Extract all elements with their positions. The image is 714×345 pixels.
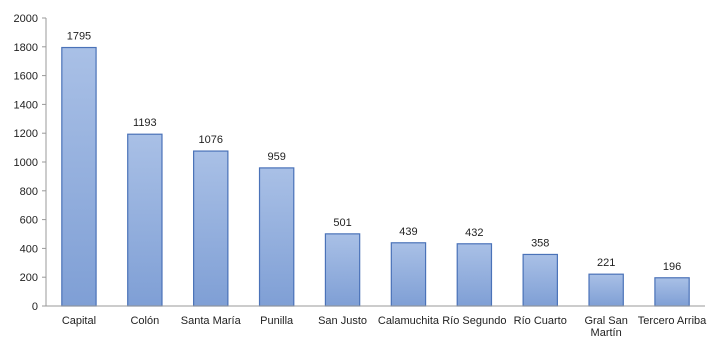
x-tick-label: Gral San Martín: [584, 315, 627, 339]
data-label: 1795: [67, 31, 91, 43]
data-label: 501: [333, 217, 351, 229]
x-tick-label: Capital: [62, 315, 96, 327]
y-tick-label: 600: [20, 215, 38, 227]
x-tick-label: Punilla: [260, 315, 294, 327]
data-label: 1076: [199, 134, 223, 146]
bars: 1795 1193 1076 959 501 439 432 358 221 196: [61, 31, 690, 307]
x-tick-label: Santa María: [181, 315, 242, 327]
data-label: 439: [399, 226, 417, 238]
x-axis: Capital Colón Santa María Punilla San Justo C…: [46, 305, 707, 339]
y-axis: 0 200 400 600 800 1000 1200 1400 1600 1800 2000: [14, 13, 47, 313]
bar: [588, 273, 624, 307]
x-tick-label: Río Segundo: [442, 315, 506, 327]
data-label: 432: [465, 227, 483, 239]
y-tick-label: 1800: [14, 42, 38, 54]
data-label: 1193: [133, 117, 157, 129]
y-tick-label: 1200: [14, 128, 38, 140]
data-label: 358: [531, 237, 549, 249]
data-label: 221: [597, 257, 615, 269]
bar: [654, 277, 690, 307]
data-label: 196: [663, 261, 681, 273]
x-tick-label: Tercero Arriba: [638, 315, 707, 327]
bar: [193, 150, 229, 307]
y-tick-label: 800: [20, 186, 38, 198]
x-tick-label: Calamuchita: [378, 315, 440, 327]
y-tick-label: 1000: [14, 157, 38, 169]
x-tick-label: Colón: [130, 315, 159, 327]
bar: [324, 233, 361, 307]
bar: [61, 46, 97, 307]
y-tick-label: 200: [20, 272, 38, 284]
data-label: 959: [267, 151, 285, 163]
bar: [127, 133, 163, 307]
bar: [456, 243, 493, 307]
x-tick-label: San Justo: [318, 315, 367, 327]
y-tick-label: 400: [20, 243, 38, 255]
y-tick-label: 1400: [14, 99, 38, 111]
y-tick-label: 2000: [14, 13, 38, 25]
y-tick-label: 1600: [14, 71, 38, 83]
bar: [390, 242, 427, 307]
y-tick-label: 0: [32, 301, 38, 313]
x-tick-label: Río Cuarto: [514, 315, 567, 327]
bar: [522, 253, 558, 307]
bar: [258, 167, 295, 307]
